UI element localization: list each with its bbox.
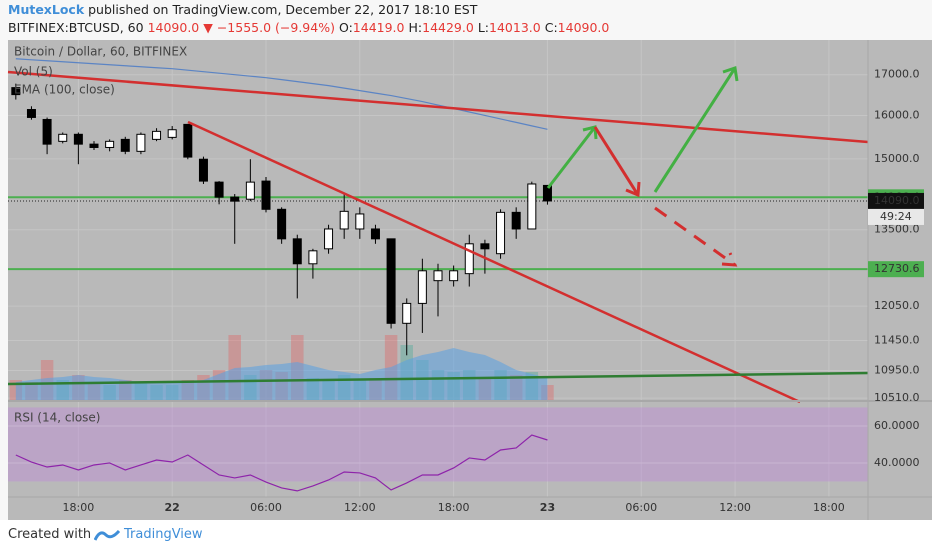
pane-title: Bitcoin / Dollar, 60, BITFINEX xyxy=(14,45,187,59)
candle-body xyxy=(11,87,21,96)
candle-body xyxy=(214,181,224,198)
x-tick-label: 12:00 xyxy=(719,501,751,514)
rsi-line xyxy=(15,434,548,492)
volume-label: Vol (5) xyxy=(14,65,53,79)
y-tick-label: 10510.0 xyxy=(874,391,920,404)
candle-body xyxy=(245,181,255,200)
y-tick-label: 60.0000 xyxy=(874,419,920,432)
footer: Created with TradingView xyxy=(0,520,932,550)
candle-body xyxy=(480,243,490,250)
arrow xyxy=(593,126,641,198)
ohlc-value: 14429.0 xyxy=(422,20,474,35)
y-tick-label: 13500.0 xyxy=(874,223,920,236)
candle-body xyxy=(542,184,552,202)
candle-body xyxy=(73,133,83,145)
candle-body xyxy=(261,180,271,210)
ohlc-key: H: xyxy=(408,20,423,35)
published: published on TradingView.com, December 2… xyxy=(88,2,478,17)
candle-body xyxy=(464,243,474,275)
ohlc-value: 14090.0 xyxy=(557,20,610,35)
y-tick-label: 17000.0 xyxy=(874,68,920,81)
arrow xyxy=(653,66,739,193)
ohlc-value: 14419.0 xyxy=(352,20,405,35)
candle-body xyxy=(292,238,302,265)
candle-body xyxy=(496,211,506,255)
candle-body xyxy=(26,109,36,118)
ema-label: EMA (100, close) xyxy=(14,83,115,97)
ohlc-value: 14013.0 xyxy=(489,20,541,35)
ohlc-key: L: xyxy=(477,20,490,35)
rsi-label: RSI (14, close) xyxy=(14,411,100,425)
candle-body xyxy=(339,210,349,230)
candle-body xyxy=(120,138,130,152)
candle-body xyxy=(136,133,146,152)
candle-body xyxy=(183,123,193,158)
ohlc-key: C: xyxy=(544,20,558,35)
level-label: 12730.6 xyxy=(874,262,920,275)
trend-line xyxy=(7,70,869,144)
drawings xyxy=(7,66,869,404)
candle-body xyxy=(511,211,521,230)
x-tick-label: 18:00 xyxy=(63,501,95,514)
rsi-band xyxy=(8,407,868,482)
candle-body xyxy=(42,118,52,145)
countdown-tag xyxy=(868,208,924,225)
candle-body xyxy=(105,140,115,148)
candle-body xyxy=(308,250,318,265)
candle-body xyxy=(198,158,208,182)
candle-body xyxy=(402,302,412,324)
arrow xyxy=(654,206,738,267)
x-tick-label: 06:00 xyxy=(250,501,282,514)
volume-ma xyxy=(15,348,548,400)
chart: 18:00 22 06:00 12:00 18:00 23 06:00 12:00 18:00 1… xyxy=(7,40,932,520)
trend-line xyxy=(7,371,869,386)
y-tick-label: 15000.0 xyxy=(874,152,920,165)
x-tick-label: 06:00 xyxy=(625,501,657,514)
x-tick-label: 18:00 xyxy=(813,501,845,514)
candle-body xyxy=(58,133,68,142)
x-tick-label: 18:00 xyxy=(438,501,470,514)
candle-body xyxy=(355,213,365,230)
candle-body xyxy=(152,130,162,140)
ohlc-key: O: xyxy=(338,20,353,35)
candle-body xyxy=(449,270,459,282)
last: 14090.0 xyxy=(147,20,200,35)
x-tick-label: 12:00 xyxy=(344,501,376,514)
logo xyxy=(94,529,120,541)
change: ▼ −1555.0 (−9.94%) xyxy=(203,20,335,35)
symbol-line: BITFINEX:BTCUSD, 60 14090.0 ▼ −1555.0 (−… xyxy=(8,20,613,35)
arrows-up xyxy=(546,66,739,193)
y-tick-label: 16000.0 xyxy=(874,108,920,121)
candle-body xyxy=(230,196,240,202)
chart-bg xyxy=(8,40,932,520)
symbol: BITFINEX:BTCUSD, 60 xyxy=(8,20,144,35)
y-tick-label: 12050.0 xyxy=(874,299,920,312)
trend-line xyxy=(187,120,801,404)
last-price-label: 14090.0 xyxy=(874,194,920,207)
x-tick-label: 22 xyxy=(165,501,180,514)
candle-body xyxy=(324,228,334,250)
y-tick-label: 40.0000 xyxy=(874,456,920,469)
candle-body xyxy=(370,228,380,240)
level-tag xyxy=(868,261,924,278)
last-price-tag xyxy=(868,192,924,209)
countdown: 49:24 xyxy=(880,210,912,223)
candle-body xyxy=(277,208,287,240)
candle-body xyxy=(386,238,396,324)
ohlc: O:14419.0 H:14429.0 L:14013.0 C:14090.0 xyxy=(339,20,613,35)
candle-body xyxy=(433,270,443,282)
y-tick-label: 10950.0 xyxy=(874,363,920,376)
created-with: Created with xyxy=(8,527,92,542)
candle-body xyxy=(417,270,427,304)
x-tick-label: 23 xyxy=(540,501,555,514)
publish-line: MutexLock published on TradingView.com, … xyxy=(8,2,477,17)
brand[interactable]: TradingView xyxy=(124,527,203,542)
y-tick-label: 11450.0 xyxy=(874,333,920,346)
arrows-down xyxy=(593,126,738,267)
candle-body xyxy=(167,129,177,138)
author[interactable]: MutexLock xyxy=(8,2,85,17)
candle-body xyxy=(527,183,537,230)
candle-body xyxy=(89,143,99,148)
